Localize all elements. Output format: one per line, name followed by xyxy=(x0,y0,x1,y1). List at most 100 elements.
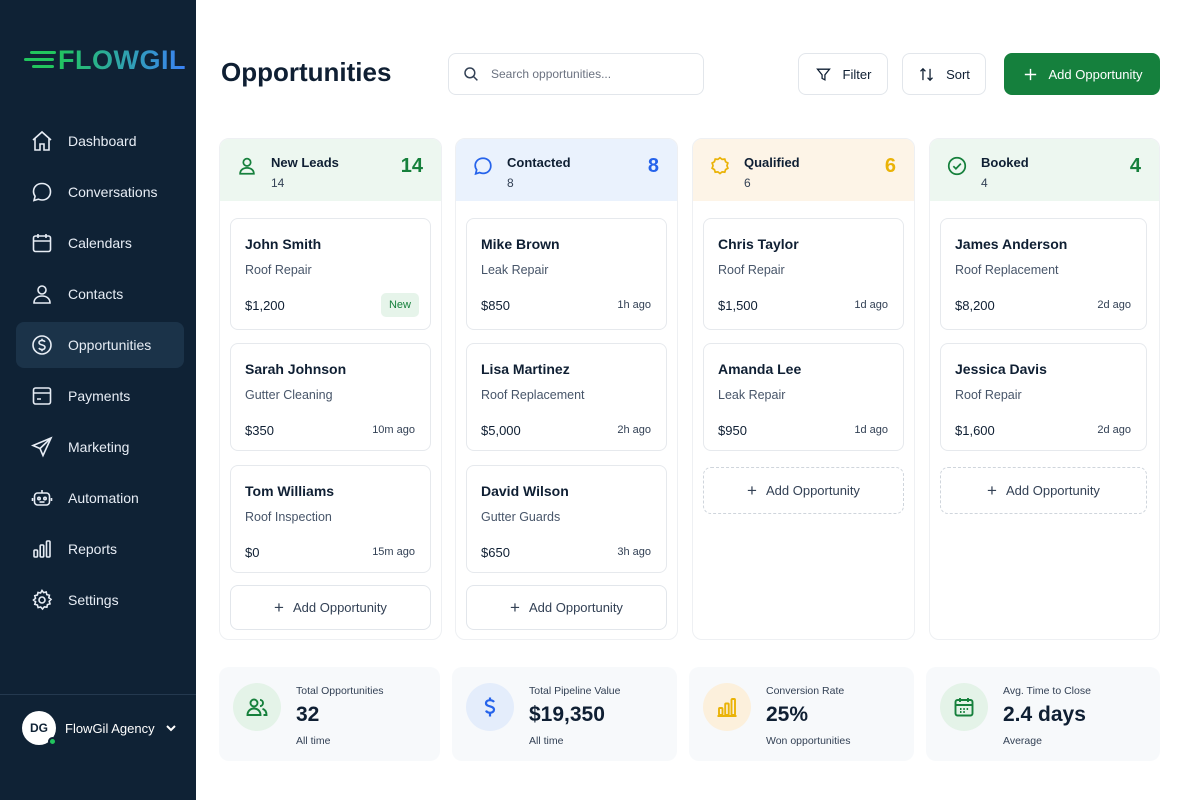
sidebar-item-contacts[interactable]: Contacts xyxy=(16,271,184,317)
card-time-ago: 15m ago xyxy=(372,546,415,558)
card-time-ago: 3h ago xyxy=(617,546,651,558)
plus-icon: + xyxy=(274,597,284,617)
sidebar-item-settings[interactable]: Settings xyxy=(16,577,184,623)
card-service: Gutter Cleaning xyxy=(245,388,333,402)
user-icon xyxy=(239,157,255,175)
sidebar-divider xyxy=(0,694,196,695)
stat-label: Total Pipeline Value xyxy=(529,685,621,697)
add-opportunity-card-button[interactable]: + Add Opportunity xyxy=(230,585,431,630)
card-contact-name: James Anderson xyxy=(955,236,1068,252)
card-contact-name: Amanda Lee xyxy=(718,361,802,377)
sidebar-item-label: Marketing xyxy=(68,439,130,455)
column-header: Booked 4 4 xyxy=(930,139,1159,201)
card-time-ago: 2h ago xyxy=(617,424,651,436)
column-count: 6 xyxy=(884,155,896,177)
card-contact-name: John Smith xyxy=(245,236,322,252)
search-input[interactable] xyxy=(491,67,691,81)
add-opportunity-card-button[interactable]: + Add Opportunity xyxy=(940,467,1147,514)
stat-sub: All time xyxy=(529,735,564,747)
sidebar-item-label: Conversations xyxy=(68,184,158,200)
add-opportunity-label: Add Opportunity xyxy=(528,600,623,615)
add-opportunity-card-button[interactable]: + Add Opportunity xyxy=(703,467,904,514)
sidebar-item-conversations[interactable]: Conversations xyxy=(16,169,184,215)
opportunity-card[interactable]: Sarah Johnson Gutter Cleaning $350 10m a… xyxy=(230,343,431,451)
sidebar-item-payments[interactable]: Payments xyxy=(16,373,184,419)
opportunity-card[interactable]: Amanda Lee Leak Repair $950 1d ago xyxy=(703,343,904,451)
opportunity-card[interactable]: Chris Taylor Roof Repair $1,500 1d ago xyxy=(703,218,904,330)
opportunity-card[interactable]: Jessica Davis Roof Repair $1,600 2d ago xyxy=(940,343,1147,451)
card-contact-name: Jessica Davis xyxy=(955,361,1047,377)
calendar-icon xyxy=(32,234,52,253)
users-icon xyxy=(246,698,268,716)
card-time-ago: 2d ago xyxy=(1097,299,1131,311)
column-subcount: 8 xyxy=(507,176,514,190)
sidebar-item-calendars[interactable]: Calendars xyxy=(16,220,184,266)
pipeline-column-new-leads: New Leads 14 14 John Smith Roof Repair $… xyxy=(219,138,442,640)
card-service: Roof Replacement xyxy=(481,388,585,402)
add-opportunity-card-button[interactable]: + Add Opportunity xyxy=(466,585,667,630)
send-icon xyxy=(30,436,53,458)
stat-value: $19,350 xyxy=(529,703,605,726)
card-service: Roof Repair xyxy=(718,263,785,277)
opportunity-card[interactable]: Mike Brown Leak Repair $850 1h ago xyxy=(466,218,667,330)
online-status-dot xyxy=(48,737,57,746)
stat-label: Avg. Time to Close xyxy=(1003,685,1091,697)
sidebar-item-automation[interactable]: Automation xyxy=(16,475,184,521)
card-amount: $650 xyxy=(481,545,510,560)
pipeline-column-contacted: Contacted 8 8 Mike Brown Leak Repair $85… xyxy=(455,138,678,640)
logo-speed-lines-icon xyxy=(24,48,56,72)
opportunity-card[interactable]: Lisa Martinez Roof Replacement $5,000 2h… xyxy=(466,343,667,451)
stat-icon-wrap xyxy=(940,683,988,731)
column-count: 4 xyxy=(1129,155,1141,177)
chat-bubble-icon xyxy=(32,182,52,202)
sidebar-item-label: Settings xyxy=(68,592,119,608)
add-opportunity-button[interactable]: Add Opportunity xyxy=(1004,53,1160,95)
sidebar-nav: Dashboard Conversations Calendars Contac… xyxy=(16,118,184,628)
account-switcher[interactable]: DG FlowGil Agency xyxy=(22,711,182,746)
page-title: Opportunities xyxy=(221,57,392,87)
chevron-down-icon xyxy=(165,725,176,732)
brand-logo[interactable]: FLOWGIL xyxy=(24,44,186,76)
gear-icon xyxy=(32,589,53,611)
sidebar: FLOWGIL Dashboard Conversations Calendar… xyxy=(0,0,196,800)
card-time-ago: 1d ago xyxy=(854,424,888,436)
card-contact-name: Lisa Martinez xyxy=(481,361,570,377)
card-amount: $1,200 xyxy=(245,298,285,313)
opportunity-card[interactable]: James Anderson Roof Replacement $8,200 2… xyxy=(940,218,1147,330)
sidebar-item-dashboard[interactable]: Dashboard xyxy=(16,118,184,164)
stat-card-pipeline-value: Total Pipeline Value $19,350 All time xyxy=(452,667,677,761)
credit-card-icon xyxy=(32,387,52,405)
chat-bubble-icon xyxy=(474,157,492,176)
bar-chart-icon xyxy=(33,540,51,558)
column-subcount: 6 xyxy=(744,176,751,190)
card-amount: $1,500 xyxy=(718,298,758,313)
column-count: 8 xyxy=(647,155,659,177)
pipeline-column-booked: Booked 4 4 James Anderson Roof Replaceme… xyxy=(929,138,1160,640)
add-opportunity-label: Add Opportunity xyxy=(1005,483,1100,498)
sidebar-item-marketing[interactable]: Marketing xyxy=(16,424,184,470)
stat-card-avg-time-to-close: Avg. Time to Close 2.4 days Average xyxy=(926,667,1160,761)
card-amount: $0 xyxy=(245,545,260,560)
search-icon xyxy=(464,67,478,81)
sidebar-item-reports[interactable]: Reports xyxy=(16,526,184,572)
column-header: Qualified 6 6 xyxy=(693,139,914,201)
opportunity-card[interactable]: Tom Williams Roof Inspection $0 15m ago xyxy=(230,465,431,573)
column-title: Contacted xyxy=(507,155,571,170)
user-icon xyxy=(33,285,51,304)
opportunity-card[interactable]: David Wilson Gutter Guards $650 3h ago xyxy=(466,465,667,573)
card-time-ago: 10m ago xyxy=(372,424,415,436)
sort-button[interactable]: Sort xyxy=(902,53,986,95)
opportunity-card[interactable]: John Smith Roof Repair $1,200 New xyxy=(230,218,431,330)
card-time-ago: 1h ago xyxy=(617,299,651,311)
sidebar-item-label: Opportunities xyxy=(68,337,152,353)
column-count: 14 xyxy=(400,155,423,177)
card-amount: $350 xyxy=(245,423,274,438)
sidebar-item-label: Contacts xyxy=(68,286,124,302)
sidebar-item-opportunities[interactable]: Opportunities xyxy=(16,322,184,368)
card-contact-name: Tom Williams xyxy=(245,483,335,499)
card-service: Leak Repair xyxy=(718,388,786,402)
stat-icon-wrap xyxy=(233,683,281,731)
stat-icon-wrap xyxy=(703,683,751,731)
search-box[interactable] xyxy=(448,53,704,95)
filter-button[interactable]: Filter xyxy=(798,53,888,95)
